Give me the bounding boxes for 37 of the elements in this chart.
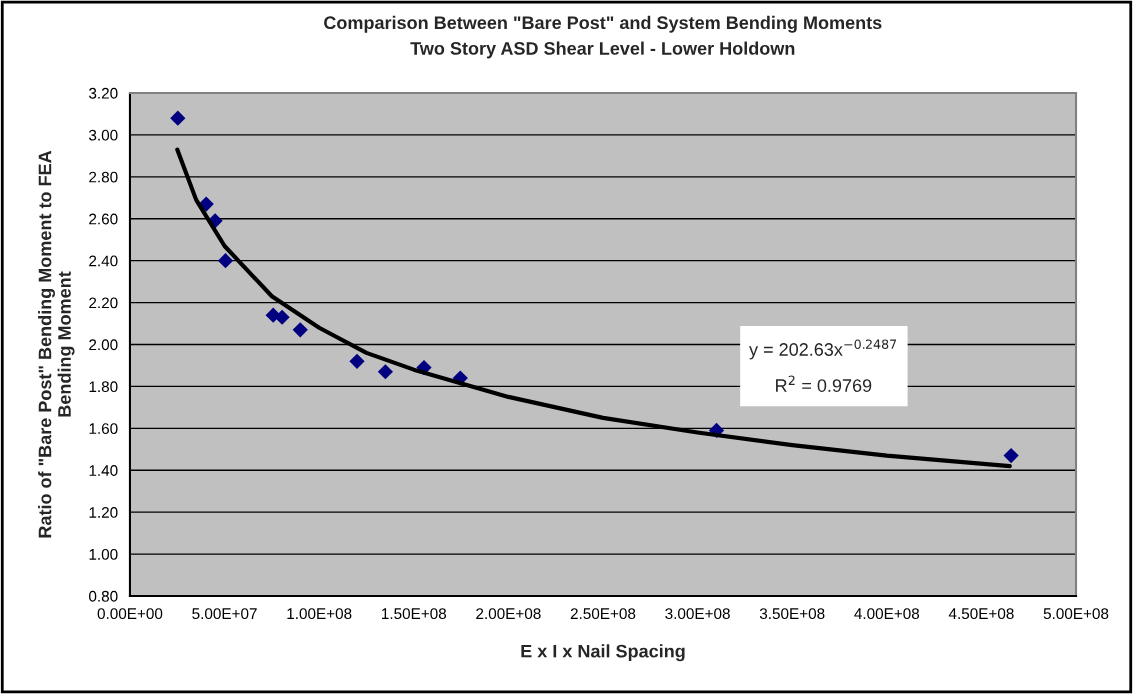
y-tick-label: 2.00 (89, 339, 118, 351)
y-tick-label: 1.40 (89, 465, 118, 476)
point (170, 110, 186, 126)
point (217, 253, 234, 269)
point (349, 353, 365, 369)
x-tick-label: 1.00E+08 (287, 608, 352, 620)
y-tick-label: 1.00 (89, 548, 118, 560)
y-tick-label: 0.80 (89, 590, 118, 602)
x-tick-label: 1.50E+08 (382, 608, 447, 620)
point (274, 309, 290, 325)
x-tick-label: 3.50E+08 (759, 608, 825, 620)
chart-subtitle: Two Story ASD Shear Level - Lower Holdown (410, 41, 795, 59)
y-tick-label: 1.60 (89, 423, 118, 435)
x-tick-label: 3.00E+08 (665, 608, 730, 620)
x-tick-label: 5.00E+07 (192, 608, 257, 620)
point (292, 322, 308, 338)
point (1003, 447, 1019, 464)
chart-title: Comparison Between "Bare Post" and System Bending Moments (324, 15, 882, 33)
x-tick-label: 2.00E+08 (476, 608, 541, 620)
y-tick-label: 2.20 (89, 297, 118, 309)
x-tick-label: 0.00E+00 (97, 608, 163, 620)
x-tick-label: 4.50E+08 (948, 608, 1014, 620)
x-tick-label: 5.00E+08 (1043, 608, 1109, 620)
y-axis-title: Ratio of "Bare Post" Bending Moment to FEA Bending Moment (38, 150, 75, 538)
annotation: y = 202.63x$^{−0.2487}$ (749, 339, 897, 360)
annotation: R$^{2}$ = 0.9769 (776, 375, 872, 392)
y-tick-label: 2.60 (89, 213, 118, 225)
y-tick-label: 3.20 (89, 87, 118, 99)
y-tick-label: 3.00 (89, 129, 118, 141)
y-tick-label: 1.80 (89, 381, 118, 393)
y-tick-label: 2.40 (89, 255, 118, 267)
x-axis-title: E x I x Nail Spacing (521, 644, 685, 662)
point (377, 364, 393, 380)
y-tick-label: 1.20 (89, 507, 118, 518)
y-tick-label: 2.80 (89, 171, 118, 183)
x-tick-label: 2.50E+08 (570, 608, 636, 620)
x-tick-label: 4.00E+08 (854, 608, 920, 620)
